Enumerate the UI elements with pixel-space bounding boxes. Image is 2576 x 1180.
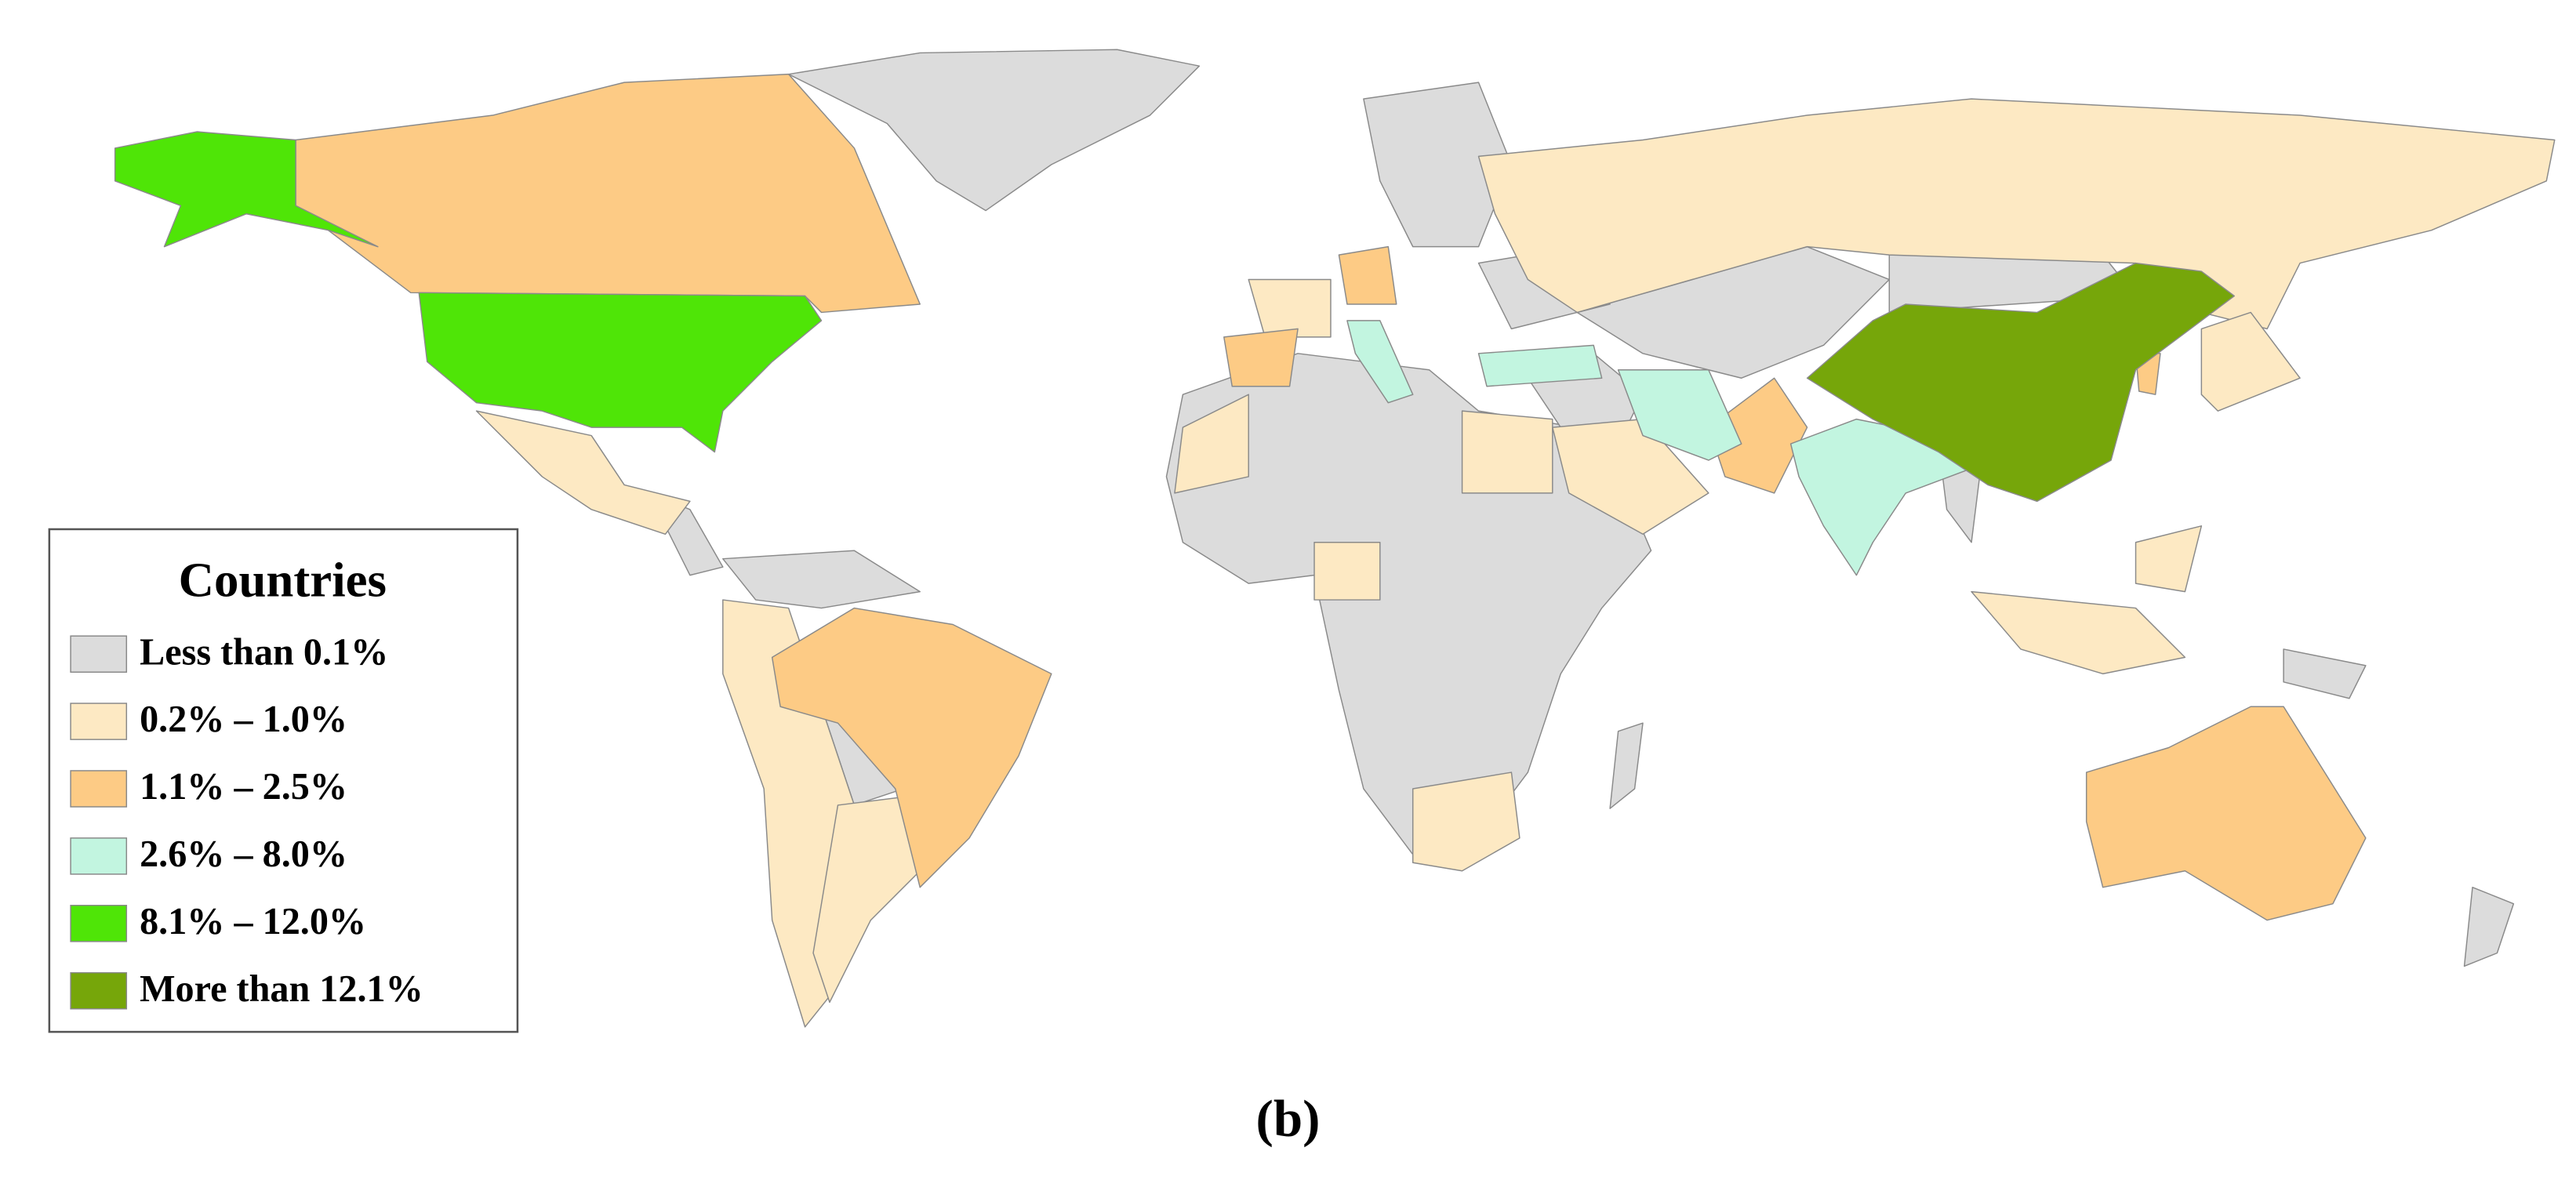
legend-label: More than 12.1%: [140, 968, 423, 1010]
country-region: [2463, 886, 2515, 967]
country-region: [1338, 245, 1397, 305]
legend-swatch: [70, 703, 128, 740]
legend-swatch: [70, 971, 128, 1010]
country-region: [787, 49, 1201, 212]
country-region: [1552, 418, 1709, 536]
legend-label: 8.1% – 12.0%: [140, 901, 366, 942]
country-region: [1412, 772, 1521, 872]
country-region: [771, 607, 1052, 888]
legend-label: 1.1% – 2.5%: [140, 766, 347, 808]
country-region: [114, 131, 379, 248]
country-region: [475, 410, 691, 536]
country-region: [722, 550, 921, 609]
country-region: [295, 73, 921, 314]
country-region: [1346, 320, 1414, 404]
country-region: [1617, 369, 1742, 461]
legend-label: 0.2% – 1.0%: [140, 699, 347, 740]
country-region: [2200, 311, 2301, 412]
country-region: [1223, 328, 1299, 387]
legend-swatch: [70, 770, 128, 808]
legend-swatch: [70, 635, 128, 673]
country-region: [1971, 590, 2186, 675]
country-region: [1477, 344, 1603, 387]
country-region: [1248, 278, 1332, 338]
country-region: [2283, 648, 2367, 699]
legend-swatch: [70, 905, 128, 942]
caption: (b): [1256, 1089, 1321, 1148]
legend: Countries Less than 0.1% 0.2% – 1.0% 1.1% …: [48, 528, 519, 1033]
country-region: [418, 292, 823, 453]
country-region: [1174, 394, 1249, 494]
country-region: [2135, 525, 2203, 593]
country-region: [1313, 542, 1381, 601]
legend-swatch: [70, 837, 128, 875]
country-region: [1363, 82, 1513, 248]
legend-title: Countries: [179, 553, 387, 608]
country-region: [1806, 262, 2235, 503]
country-region: [1477, 98, 2556, 330]
world-map: [114, 49, 2556, 1028]
legend-box: [48, 528, 519, 1033]
country-region: [1708, 377, 1808, 494]
country-region: [1461, 410, 1553, 494]
country-region: [1609, 722, 1644, 809]
legend-label: 2.6% – 8.0%: [140, 833, 347, 875]
country-region: [2085, 706, 2367, 921]
legend-label: Less than 0.1%: [140, 631, 388, 673]
